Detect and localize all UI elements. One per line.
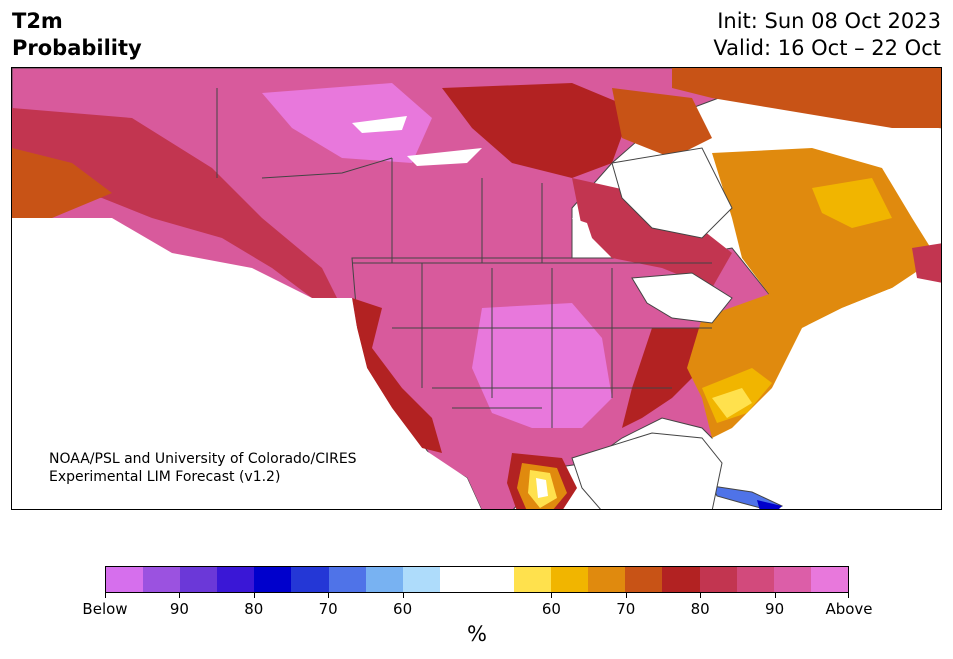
colorbar-tick-mark <box>848 593 849 598</box>
water-great-bear-lake <box>352 116 407 133</box>
colorbar-swatch <box>180 567 218 592</box>
init-date: Init: Sun 08 Oct 2023 <box>717 9 941 33</box>
colorbar-tick-label: 60 <box>393 600 413 618</box>
colorbar-swatch <box>810 567 848 592</box>
region-central-canada-red <box>442 83 632 178</box>
colorbar-swatch <box>514 567 552 592</box>
region-nw-canada-magenta <box>262 83 432 163</box>
colorbar-tick-mark <box>402 593 404 598</box>
colorbar-unit: % <box>467 622 487 646</box>
colorbar-tick-label: 80 <box>244 600 264 618</box>
region-east-red <box>622 328 702 428</box>
colorbar-swatch <box>773 567 811 592</box>
colorbar-swatch <box>291 567 329 592</box>
political-borders <box>216 88 712 428</box>
region-west-coast-red <box>352 298 442 453</box>
water-great-lakes <box>631 272 733 324</box>
region-alaska-orange <box>12 148 112 218</box>
map-title: T2m Probability <box>12 8 142 62</box>
forecast-map <box>11 67 942 510</box>
region-caribbean-darkblue <box>757 500 782 509</box>
region-labrador-yellow <box>812 178 892 228</box>
water-pacific <box>12 218 482 509</box>
colorbar-swatch <box>328 567 366 592</box>
region-quebec-orange <box>712 148 937 328</box>
colorbar-swatch <box>365 567 403 592</box>
colorbar <box>105 566 849 593</box>
colorbar-tick-label: 60 <box>541 600 561 618</box>
title-variable: T2m <box>12 9 63 33</box>
region-georgia-lightyellow <box>712 388 752 418</box>
colorbar-swatch <box>217 567 255 592</box>
credit-line-1: NOAA/PSL and University of Colorado/CIRE… <box>49 451 357 467</box>
water-gulf-of-mexico <box>571 432 723 509</box>
colorbar-tick-mark <box>625 593 627 598</box>
region-ontario-red <box>572 178 732 288</box>
colorbar-tick-mark <box>253 593 255 598</box>
region-southwest-magenta <box>472 303 612 428</box>
colorbar-tick-label: 70 <box>318 600 338 618</box>
colorbar-tick-mark <box>700 593 702 598</box>
title-kind: Probability <box>12 36 142 60</box>
colorbar-tick-label: 90 <box>765 600 785 618</box>
water-hudson-bay <box>611 147 733 239</box>
colorbar-tick-label: 90 <box>169 600 189 618</box>
colorbar-swatch <box>588 567 626 592</box>
colorbar-tick-mark <box>774 593 776 598</box>
colorbar-swatch <box>625 567 663 592</box>
colorbar-tick-label: 70 <box>616 600 636 618</box>
forecast-dates: Init: Sun 08 Oct 2023 Valid: 16 Oct – 22… <box>713 8 941 62</box>
region-newfoundland-red <box>912 243 941 283</box>
colorbar-swatch <box>106 567 144 592</box>
colorbar-tick-mark <box>179 593 181 598</box>
colorbar-swatch <box>476 567 515 592</box>
colorbar-swatch <box>439 567 477 592</box>
colorbar-tick-label: 80 <box>690 600 710 618</box>
region-alaska-red <box>12 108 342 308</box>
map-canvas <box>12 68 941 509</box>
colorbar-swatch <box>254 567 292 592</box>
colorbar-swatch <box>402 567 440 592</box>
colorbar-tick-mark <box>105 593 106 598</box>
colorbar-tick-mark <box>551 593 553 598</box>
credit-line-2: Experimental LIM Forecast (v1.2) <box>49 469 281 485</box>
colorbar-swatch <box>699 567 737 592</box>
water-atlantic <box>752 283 941 509</box>
colorbar-tick-label: Above <box>825 600 873 618</box>
data-credit: NOAA/PSL and University of Colorado/CIRE… <box>49 450 357 486</box>
colorbar-tick-mark <box>328 593 330 598</box>
region-mexico-white <box>536 478 548 498</box>
colorbar-swatch <box>551 567 589 592</box>
colorbar-swatch <box>736 567 774 592</box>
colorbar-swatch <box>662 567 700 592</box>
region-baffin-orange <box>612 88 712 158</box>
region-greenland-orange <box>672 68 941 128</box>
valid-range: Valid: 16 Oct – 22 Oct <box>713 36 941 60</box>
colorbar-swatch <box>143 567 181 592</box>
water-great-slave-lake <box>407 148 482 166</box>
colorbar-tick-label: Below <box>82 600 128 618</box>
water-lake-winnipeg <box>572 218 597 253</box>
